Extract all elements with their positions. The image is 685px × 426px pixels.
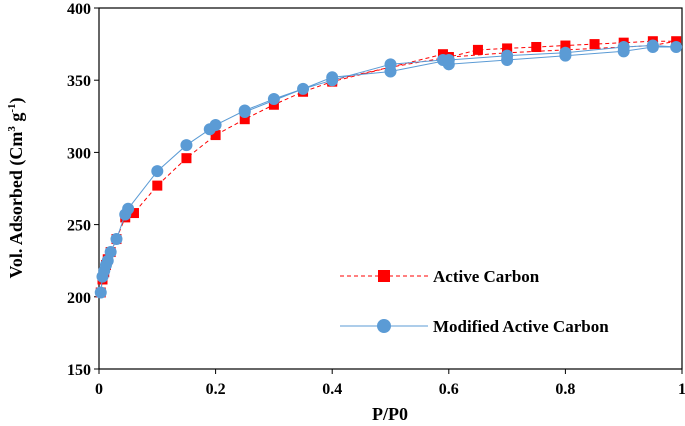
y-axis-title-end: )	[6, 97, 27, 103]
data-point-active-carbon	[589, 39, 600, 50]
y-tick-label: 300	[67, 145, 91, 162]
data-point-active-carbon	[210, 130, 221, 141]
data-point-active-carbon	[181, 153, 192, 164]
legend-entry-active-carbon: Active Carbon	[340, 267, 540, 286]
y-axis: 150 200 250 300 350 400	[67, 1, 99, 379]
data-point-modified-active-carbon	[384, 65, 397, 78]
legend-entry-modified-active-carbon: Modified Active Carbon	[340, 317, 609, 336]
data-point-active-carbon	[128, 208, 139, 219]
data-point-modified-active-carbon	[297, 82, 310, 95]
y-tick-label: 350	[67, 73, 91, 90]
data-point-modified-active-carbon	[122, 202, 135, 215]
data-point-active-carbon	[531, 41, 542, 52]
data-point-modified-active-carbon	[180, 139, 193, 152]
legend: Active Carbon Modified Active Carbon	[340, 267, 609, 336]
y-axis-title: Vol. Adsorbed (Cm3 g-1)	[6, 97, 27, 278]
data-point-modified-active-carbon	[670, 40, 683, 53]
y-axis-title-mid: g	[6, 113, 26, 127]
data-point-modified-active-carbon	[104, 246, 117, 259]
x-axis: 0 0.2 0.4 0.6 0.8 1	[95, 369, 685, 398]
x-axis-title: P/P0	[372, 404, 408, 424]
data-point-modified-active-carbon	[209, 118, 222, 131]
series-modified-active-carbon	[94, 39, 683, 299]
data-point-modified-active-carbon	[326, 71, 339, 84]
data-point-modified-active-carbon	[267, 92, 280, 105]
legend-marker-modified-active-carbon	[377, 319, 391, 333]
x-tick-label: 0.8	[555, 381, 575, 398]
data-point-modified-active-carbon	[501, 49, 514, 62]
series-layer	[94, 36, 683, 299]
x-tick-label: 0.6	[439, 381, 459, 398]
x-tick-label: 0	[95, 381, 103, 398]
data-point-modified-active-carbon	[238, 105, 251, 118]
legend-label-active-carbon: Active Carbon	[433, 267, 540, 286]
y-axis-title-sup-2: -1	[6, 103, 18, 112]
x-tick-label: 1	[678, 381, 685, 398]
data-point-modified-active-carbon	[646, 39, 659, 52]
y-tick-label: 250	[67, 218, 91, 235]
data-point-modified-active-carbon	[110, 233, 123, 246]
data-point-modified-active-carbon	[617, 40, 630, 53]
data-point-modified-active-carbon	[151, 165, 164, 178]
data-point-active-carbon	[239, 114, 250, 125]
data-point-modified-active-carbon	[559, 46, 572, 59]
y-tick-label: 200	[67, 290, 91, 307]
data-point-active-carbon	[152, 180, 163, 191]
legend-marker-active-carbon	[378, 270, 390, 282]
data-point-modified-active-carbon	[442, 53, 455, 66]
y-tick-label: 150	[67, 362, 91, 379]
y-tick-label: 400	[67, 1, 91, 18]
y-axis-title-sup-1: 3	[6, 126, 18, 132]
data-point-modified-active-carbon	[94, 286, 107, 299]
legend-label-modified-active-carbon: Modified Active Carbon	[433, 317, 609, 336]
y-axis-title-main: Vol. Adsorbed (Cm	[6, 132, 27, 279]
x-tick-label: 0.2	[206, 381, 226, 398]
x-tick-label: 0.4	[322, 381, 342, 398]
data-point-active-carbon	[472, 44, 483, 55]
